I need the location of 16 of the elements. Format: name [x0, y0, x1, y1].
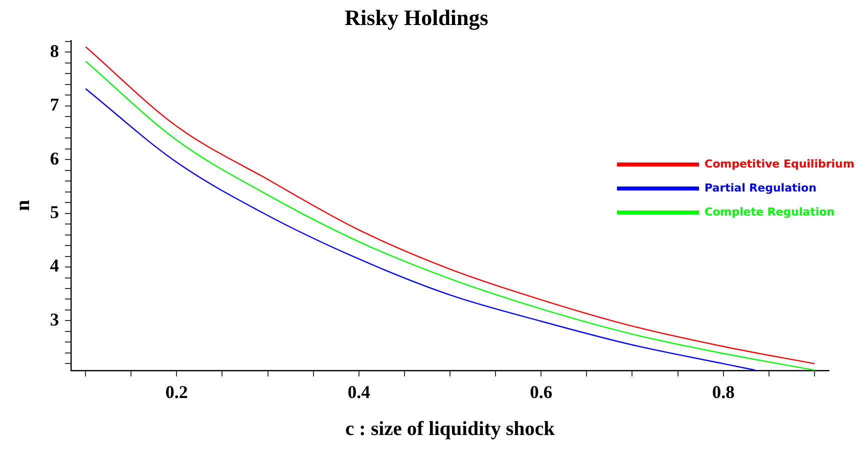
y-axis-title: n — [12, 200, 34, 211]
y-tick-label: 8 — [50, 40, 59, 61]
y-tick-label: 7 — [50, 94, 59, 115]
text: Partial Regulation — [704, 181, 816, 194]
y-tick-label: 6 — [50, 148, 59, 168]
x-tick-label: 0.8 — [712, 382, 735, 402]
y-tick-label: 5 — [50, 202, 59, 222]
text: Competitive Equilibrium — [704, 157, 854, 170]
chart-title: Risky Holdings — [344, 4, 489, 30]
x-axis-title: c : size of liquidity shock — [345, 418, 556, 440]
y-tick-label: 4 — [50, 256, 59, 276]
x-tick-label: 0.4 — [348, 382, 370, 402]
x-tick-label: 0.6 — [530, 382, 552, 402]
text: Complete Regulation — [704, 205, 834, 218]
x-tick-label: 0.2 — [165, 382, 188, 402]
y-tick-label: 3 — [50, 309, 59, 330]
